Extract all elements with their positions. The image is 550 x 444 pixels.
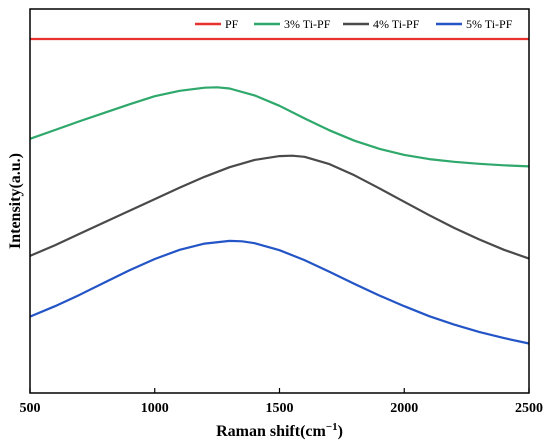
legend-label-0: PF [225,17,239,31]
x-axis-title-sup: −1 [326,421,338,433]
series-layer [29,37,530,345]
legend: PF 3% Ti-PF 4% Ti-PF 5% Ti-PF [195,17,513,31]
x-axis-title: Raman shift(cm−1) [216,421,343,440]
x-tick-label-2: 1500 [266,401,294,416]
x-tick-label-0: 500 [20,401,41,416]
legend-label-3: 5% Ti-PF [466,17,513,31]
series-line-1 [29,86,530,168]
plot-frame [29,8,530,394]
x-tick-label-1: 1000 [141,401,169,416]
x-ticks: 500 1000 1500 2000 2500 [20,388,543,416]
x-tick-label-4: 2500 [515,401,543,416]
legend-label-2: 4% Ti-PF [373,17,420,31]
x-axis-title-main: Raman shift(cm [216,423,326,440]
legend-label-1: 3% Ti-PF [284,17,331,31]
x-tick-label-3: 2000 [390,401,418,416]
series-line-2 [29,154,530,260]
x-axis-title-close: ) [338,423,343,440]
y-axis-title: Intensity(a.u.) [7,153,24,249]
series-line-3 [29,239,530,345]
